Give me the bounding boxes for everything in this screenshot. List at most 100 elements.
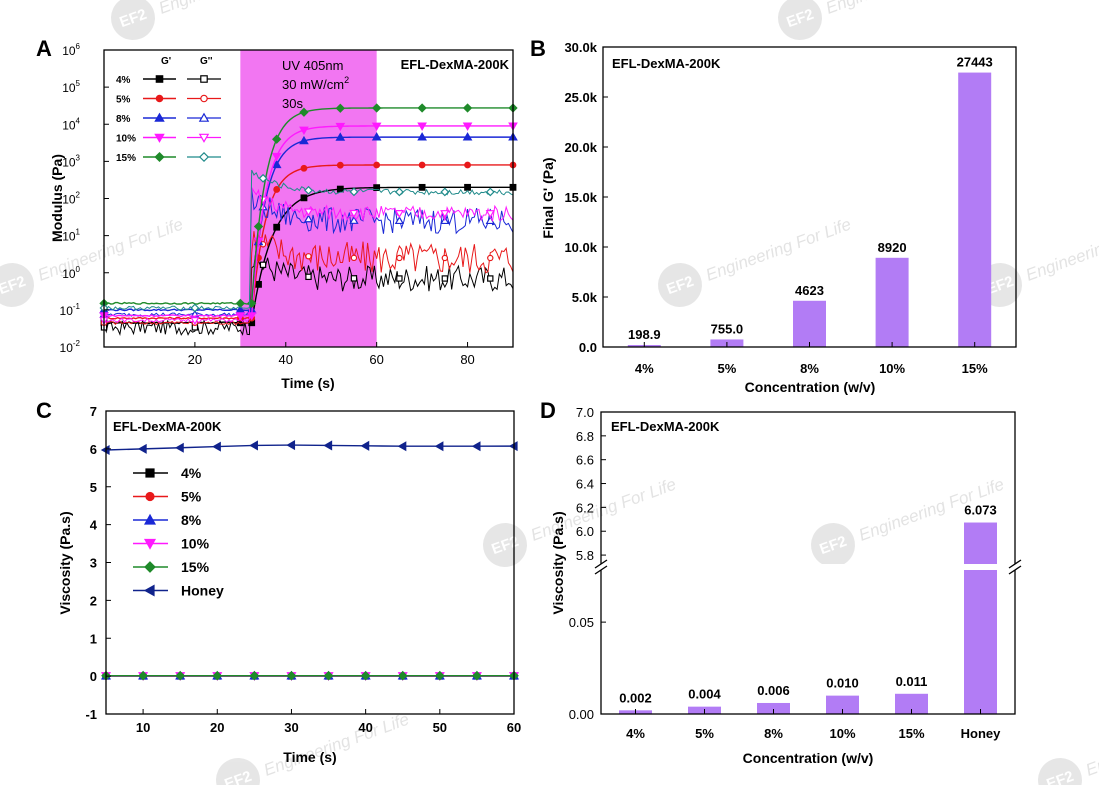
bar-value-label: 6.073 — [964, 503, 997, 518]
x-tick-label: 15% — [898, 726, 924, 741]
storage-modulus-marker — [235, 312, 246, 321]
loss-modulus-marker — [349, 187, 359, 197]
storage-modulus-marker — [371, 132, 382, 141]
storage-modulus-line — [103, 136, 513, 312]
y-tick-label: 15.0k — [564, 190, 597, 205]
viscosity-line — [105, 444, 515, 451]
y-tick-label: 105 — [62, 79, 80, 95]
y-tick-label: 6 — [90, 442, 97, 457]
storage-modulus-marker — [371, 122, 382, 131]
storage-modulus-line — [103, 107, 513, 305]
legend-marker — [143, 538, 157, 550]
y-tick-exponent: 6 — [76, 42, 81, 51]
watermark-logo-circle — [111, 0, 155, 40]
x-tick-label: 10% — [829, 726, 855, 741]
bar-value-label: 27443 — [957, 55, 993, 70]
y-tick-label: 6.6 — [576, 453, 594, 468]
legend-header-gprime: G' — [161, 56, 171, 67]
viscosity-marker — [138, 670, 148, 681]
panel-c-ylabel: Viscosity (Pa.s) — [57, 511, 73, 614]
loss-modulus-marker — [394, 216, 405, 225]
panel-d-title: EFL-DexMA-200K — [611, 419, 720, 434]
legend-marker — [145, 491, 155, 502]
viscosity-marker — [397, 670, 408, 681]
loss-modulus-marker — [487, 275, 494, 282]
x-tick-label: 4% — [626, 726, 645, 741]
loss-modulus-marker — [304, 185, 313, 195]
x-tick-label: 60 — [507, 720, 521, 735]
panel-c-xlabel: Time (s) — [283, 749, 336, 765]
loss-modulus-marker — [396, 254, 403, 262]
y-tick-label: 5.0k — [572, 290, 598, 305]
y-tick-label: 30.0k — [564, 40, 597, 55]
y-tick-label: 5.8 — [576, 548, 594, 563]
y-tick-label: -1 — [85, 707, 97, 722]
storage-modulus-marker — [253, 221, 264, 232]
y-tick-label: 25.0k — [564, 90, 597, 105]
loss-modulus-marker — [485, 187, 495, 197]
storage-modulus-marker — [271, 159, 282, 169]
bar — [958, 72, 992, 347]
y-tick-label: 0.0 — [579, 340, 597, 355]
viscosity-marker — [323, 440, 333, 451]
legend-marker — [144, 561, 156, 573]
x-tick-label: 8% — [764, 726, 783, 741]
legend-label: 4% — [181, 465, 202, 481]
legend-marker — [143, 513, 157, 525]
watermark-text: Engineering For Life — [703, 215, 853, 285]
legend-label: 15% — [116, 153, 136, 164]
legend-marker-gprime — [155, 94, 164, 103]
storage-modulus-marker — [299, 126, 309, 136]
loss-modulus-marker — [441, 275, 449, 282]
panel-a-xlabel: Time (s) — [281, 375, 334, 391]
viscosity-marker — [472, 670, 482, 681]
y-tick-label: 3 — [90, 556, 97, 571]
legend-label: 10% — [181, 536, 210, 552]
x-tick-label: 50 — [433, 720, 447, 735]
panel-c-axes: 10 20 30 40 50 60 -1 0 1 2 3 4 5 6 7 — [85, 404, 521, 735]
x-tick-label: 5% — [695, 726, 714, 741]
bar — [826, 695, 859, 714]
viscosity-marker — [471, 441, 481, 452]
x-tick-label: 8% — [800, 361, 819, 376]
bar — [793, 300, 826, 347]
y-tick-exponent: -2 — [73, 339, 81, 348]
panel-c-frame — [105, 410, 515, 715]
storage-modulus-marker — [462, 122, 473, 131]
legend-label: 8% — [181, 512, 202, 528]
x-tick-label: 20 — [188, 352, 202, 367]
storage-modulus-marker — [418, 161, 426, 169]
storage-modulus-marker — [336, 185, 344, 193]
axis-break-mark — [1008, 565, 1022, 575]
storage-modulus-marker — [335, 122, 346, 132]
y-tick-label: 6.0 — [576, 524, 594, 539]
axis-break-mark — [594, 559, 608, 569]
panel-a-legend: G' G'' 4% 5% 8% 10% 15% — [116, 56, 221, 164]
viscosity-marker — [249, 440, 258, 451]
storage-modulus-marker — [300, 164, 308, 172]
y-tick-label: 6.8 — [576, 429, 594, 444]
storage-modulus-marker — [299, 107, 309, 117]
legend-label: 5% — [181, 489, 202, 505]
storage-modulus-marker — [417, 122, 427, 131]
storage-modulus-marker — [372, 103, 382, 113]
storage-modulus-marker — [272, 134, 282, 144]
x-tick-label: Honey — [961, 726, 1002, 741]
y-tick-exponent: 0 — [76, 265, 81, 274]
legend-header-gdoubleprime: G'' — [200, 56, 213, 67]
viscosity-marker — [434, 441, 444, 452]
storage-modulus-marker — [335, 132, 346, 141]
y-tick-label: 10-1 — [60, 302, 81, 318]
x-tick-label: 40 — [279, 352, 293, 367]
panel-d-ylabel: Viscosity (Pa.s) — [550, 511, 566, 614]
bar-value-label: 755.0 — [711, 321, 744, 336]
y-tick-label: 10.0k — [564, 240, 597, 255]
loss-modulus-marker — [394, 210, 405, 219]
legend-marker — [145, 468, 155, 478]
viscosity-marker — [286, 440, 296, 451]
legend-marker-gprime — [155, 75, 164, 83]
